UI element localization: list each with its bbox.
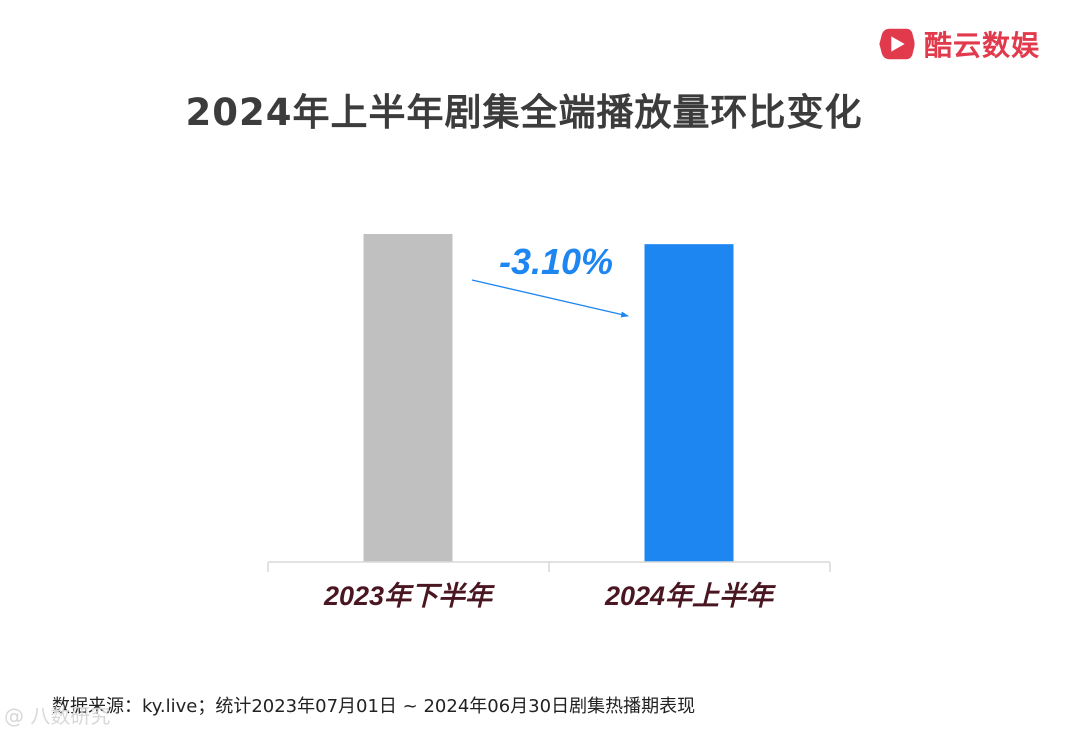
- data-source-note: 数据来源：ky.live；统计2023年07月01日 ~ 2024年06月30日…: [52, 696, 696, 717]
- x-tick-label-2: 2024年上半年: [604, 581, 776, 611]
- play-logo-icon: [879, 28, 915, 60]
- change-annotation: -3.10%: [499, 241, 613, 282]
- chart-title: 2024年上半年剧集全端播放量环比变化: [185, 91, 863, 134]
- x-tick-label-1: 2023年下半年: [323, 581, 495, 611]
- bar-1: [363, 234, 453, 562]
- change-arrow: [471, 279, 629, 318]
- brand-logo: 酷云数娱: [878, 22, 1058, 66]
- bar-2: [644, 244, 734, 562]
- brand-name: 酷云数娱: [924, 29, 1041, 62]
- watermark: @ 八数研究: [4, 704, 111, 728]
